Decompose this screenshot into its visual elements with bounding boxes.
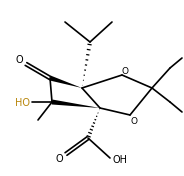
Text: O: O — [15, 55, 23, 65]
Text: O: O — [130, 118, 137, 127]
Polygon shape — [49, 76, 82, 88]
Text: O: O — [55, 154, 63, 164]
Text: HO: HO — [15, 98, 29, 108]
Polygon shape — [52, 99, 100, 108]
Text: OH: OH — [112, 155, 128, 165]
Text: O: O — [121, 68, 128, 77]
